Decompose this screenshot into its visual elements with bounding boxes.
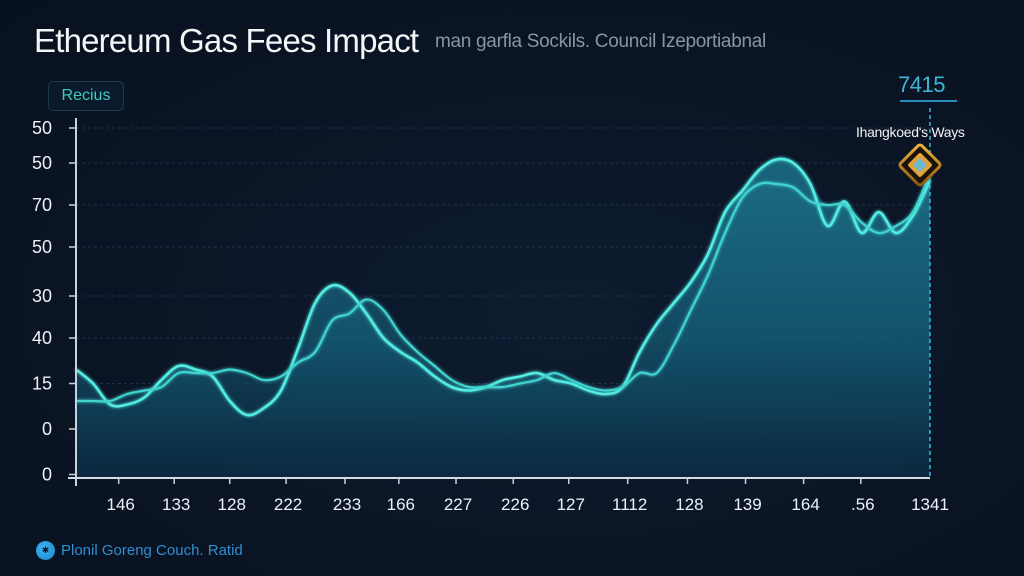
axes — [68, 108, 931, 486]
y-tick-label: 40 — [32, 328, 52, 348]
diamond-badge-icon — [898, 143, 942, 187]
area-layer — [76, 158, 930, 479]
legend-label: Recius — [61, 87, 111, 104]
legend-item[interactable]: Recius — [48, 81, 124, 111]
y-tick-label: 50 — [32, 237, 52, 257]
x-tick-label: 139 — [733, 495, 761, 514]
area-series-b — [76, 173, 930, 478]
x-tick-label: 164 — [791, 495, 819, 514]
x-tick-label: 1112 — [612, 495, 647, 514]
x-tick-label: 222 — [274, 495, 302, 514]
brand-logo-icon: ✱ — [36, 541, 55, 560]
annotation-marker — [898, 143, 942, 187]
footer-text[interactable]: Plonil Goreng Couch. Ratid — [61, 542, 243, 559]
annotation-value: 7415 — [898, 72, 945, 97]
x-tick-label: 128 — [218, 495, 246, 514]
annotation-underline — [900, 100, 957, 102]
y-tick-label: 0 — [42, 419, 52, 439]
y-tick-label: 15 — [32, 374, 52, 394]
y-tick-label: 50 — [32, 153, 52, 173]
line-series-a — [75, 157, 932, 417]
annotation-label: Ihangkoed's Ways — [856, 124, 965, 140]
x-tick-label: 133 — [162, 495, 190, 514]
x-tick-label: .56 — [851, 495, 875, 514]
y-axis-ticks: 50 50 70 50 30 40 15 0 0 — [32, 118, 76, 485]
page-title: Ethereum Gas Fees Impact — [34, 22, 419, 59]
x-tick-label: 146 — [107, 495, 135, 514]
page-subtitle: man garfla Sockils. Council Izeportiabna… — [435, 31, 766, 52]
y-tick-label: 30 — [32, 286, 52, 306]
x-axis-ticks: 146 133 128 222 233 166 227 226 127 1112 128 139 164… — [107, 478, 949, 514]
line-series-b — [76, 173, 932, 403]
x-tick-label: 128 — [675, 495, 703, 514]
x-tick-label: 233 — [333, 495, 361, 514]
x-tick-label: 227 — [444, 495, 472, 514]
y-tick-label: 0 — [42, 465, 52, 485]
x-tick-label: 166 — [387, 495, 415, 514]
footer: ✱ Plonil Goreng Couch. Ratid — [36, 541, 243, 560]
line-layer — [75, 157, 932, 417]
x-tick-label: 226 — [501, 495, 529, 514]
badge-core — [912, 157, 928, 173]
x-tick-label: 127 — [557, 495, 585, 514]
y-tick-label: 50 — [32, 118, 52, 138]
x-tick-label: 1341 — [911, 495, 949, 514]
y-tick-label: 70 — [32, 195, 52, 215]
